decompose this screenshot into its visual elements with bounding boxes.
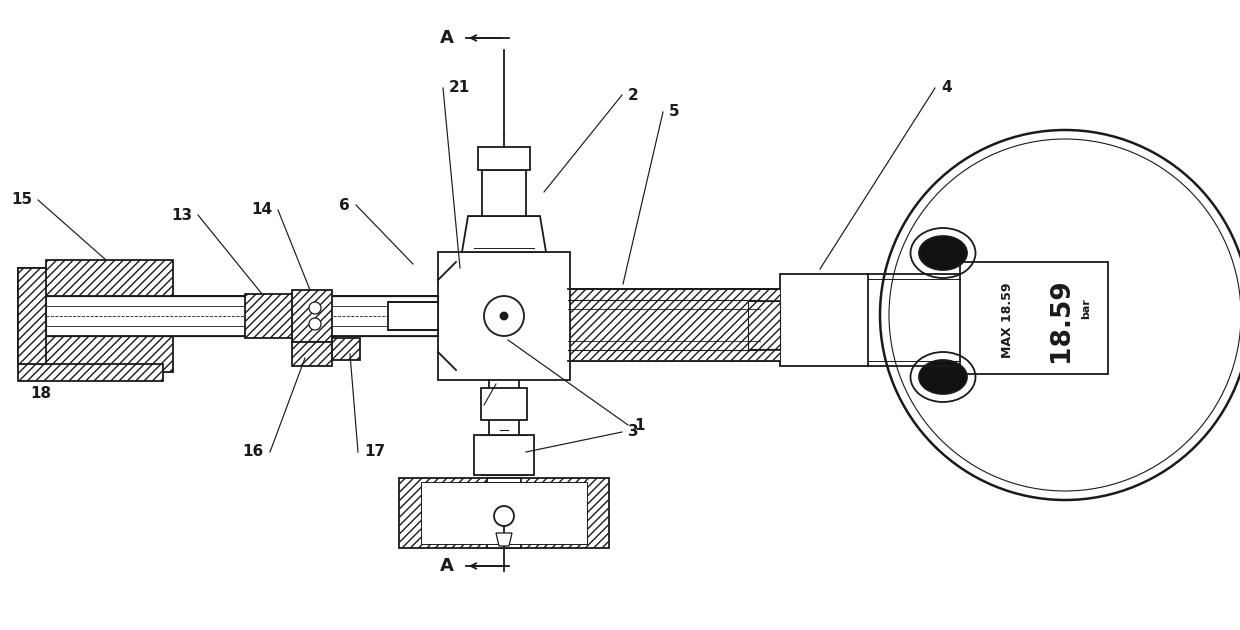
Text: 1: 1 (634, 418, 645, 433)
Text: A: A (440, 29, 454, 47)
Polygon shape (463, 216, 546, 252)
Text: 4: 4 (941, 81, 951, 96)
Bar (474, 435, 534, 475)
Text: 18: 18 (30, 386, 51, 401)
Circle shape (309, 318, 321, 330)
Bar (422, 482, 587, 544)
Polygon shape (246, 294, 291, 338)
Polygon shape (19, 260, 438, 372)
Polygon shape (399, 478, 609, 548)
Polygon shape (19, 268, 46, 364)
Circle shape (484, 296, 525, 336)
Polygon shape (568, 289, 780, 361)
Circle shape (880, 130, 1240, 500)
Circle shape (309, 302, 321, 314)
Bar (482, 170, 526, 216)
Text: bar: bar (1081, 299, 1091, 319)
Polygon shape (19, 364, 162, 381)
Bar (479, 493, 529, 533)
Text: 18.59: 18.59 (1048, 278, 1074, 362)
Polygon shape (291, 290, 332, 342)
Text: 15: 15 (11, 193, 32, 207)
Text: 13: 13 (171, 207, 192, 222)
Text: 6: 6 (340, 197, 350, 212)
Bar (388, 302, 438, 330)
Text: 3: 3 (627, 425, 639, 440)
Bar (748, 301, 780, 349)
Text: 14: 14 (250, 202, 272, 217)
Text: 5: 5 (670, 105, 680, 120)
Text: MAX 18.59: MAX 18.59 (1001, 282, 1014, 358)
Bar (477, 147, 529, 170)
Bar (438, 252, 570, 380)
Polygon shape (291, 342, 332, 366)
Text: 16: 16 (243, 445, 264, 459)
Text: 2: 2 (627, 88, 639, 103)
Text: A: A (440, 557, 454, 575)
Bar (481, 388, 527, 420)
Polygon shape (568, 289, 780, 300)
Ellipse shape (919, 236, 967, 270)
Bar (487, 478, 521, 548)
Circle shape (494, 506, 515, 526)
Polygon shape (46, 296, 438, 336)
Text: 17: 17 (365, 445, 386, 459)
Polygon shape (496, 533, 512, 546)
Polygon shape (332, 338, 360, 360)
Text: 21: 21 (449, 81, 470, 96)
Bar (960, 262, 1109, 374)
Polygon shape (568, 350, 780, 361)
Circle shape (501, 312, 507, 319)
Ellipse shape (919, 360, 967, 394)
Bar (780, 274, 868, 366)
